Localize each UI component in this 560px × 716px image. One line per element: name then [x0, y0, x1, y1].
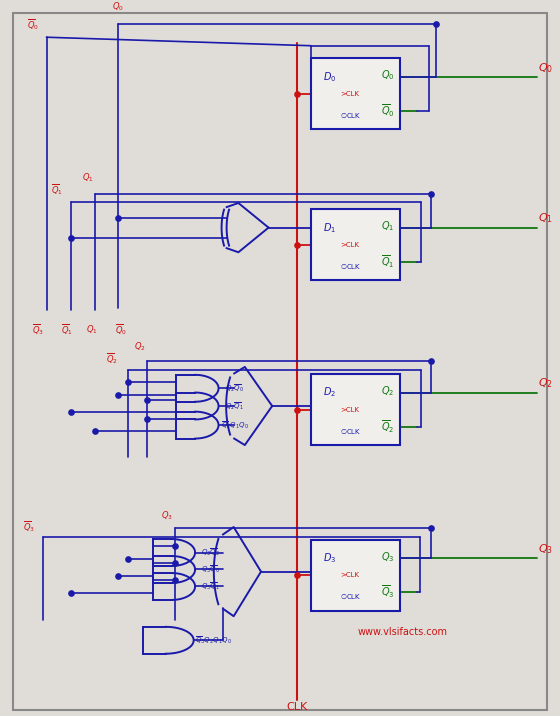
Text: $D_2$: $D_2$ [323, 386, 336, 400]
Text: $Q_3$: $Q_3$ [538, 542, 553, 556]
Text: $Q_2$: $Q_2$ [134, 341, 146, 354]
Text: $Q_3$: $Q_3$ [161, 510, 172, 522]
Text: >CLK: >CLK [340, 572, 359, 578]
Bar [311, 374, 400, 445]
Text: $\overline{Q}_2$: $\overline{Q}_2$ [106, 352, 118, 366]
Text: $Q_0$: $Q_0$ [538, 61, 553, 74]
Text: $Q_2\overline{Q}_0$: $Q_2\overline{Q}_0$ [225, 382, 244, 395]
Text: $\varnothing$CLK: $\varnothing$CLK [340, 426, 361, 436]
Text: $Q_0$: $Q_0$ [381, 69, 394, 82]
Text: $Q_1$: $Q_1$ [82, 172, 94, 184]
Text: $\overline{Q}_0$: $\overline{Q}_0$ [26, 17, 39, 32]
Bar [311, 209, 400, 280]
Text: >CLK: >CLK [340, 241, 359, 248]
Text: $\overline{Q}_3$: $\overline{Q}_3$ [31, 322, 44, 337]
Text: $Q_3\overline{Q}_2$: $Q_3\overline{Q}_2$ [201, 546, 220, 558]
Text: $\overline{Q}_0$: $\overline{Q}_0$ [115, 322, 127, 337]
Text: $Q_0$: $Q_0$ [112, 1, 124, 13]
Text: $Q_2$: $Q_2$ [381, 384, 394, 398]
Text: $\overline{Q}_3$: $\overline{Q}_3$ [23, 520, 35, 534]
Text: $D_3$: $D_3$ [323, 551, 337, 565]
Text: $\overline{Q}_2Q_1Q_0$: $\overline{Q}_2Q_1Q_0$ [221, 419, 249, 431]
Text: $\varnothing$CLK: $\varnothing$CLK [340, 110, 361, 120]
Bar [311, 540, 400, 611]
Text: $Q_3\overline{Q}_0$: $Q_3\overline{Q}_0$ [201, 563, 220, 576]
Text: $Q_2\overline{Q}_1$: $Q_2\overline{Q}_1$ [225, 400, 244, 412]
Text: www.vlsifacts.com: www.vlsifacts.com [358, 626, 448, 637]
Text: $\overline{Q}_3Q_2Q_1Q_0$: $\overline{Q}_3Q_2Q_1Q_0$ [195, 634, 232, 647]
Text: >CLK: >CLK [340, 407, 359, 412]
Text: $Q_1$: $Q_1$ [538, 211, 553, 226]
Text: >CLK: >CLK [340, 91, 359, 97]
Text: $\varnothing$CLK: $\varnothing$CLK [340, 261, 361, 271]
Text: $Q_3$: $Q_3$ [381, 550, 394, 563]
Bar [311, 59, 400, 130]
Text: $Q_1$: $Q_1$ [381, 219, 394, 233]
Text: $\overline{Q}_0$: $\overline{Q}_0$ [381, 102, 394, 119]
Text: $D_1$: $D_1$ [323, 221, 336, 235]
Text: $\overline{Q}_1$: $\overline{Q}_1$ [60, 322, 72, 337]
Text: $\varnothing$CLK: $\varnothing$CLK [340, 591, 361, 601]
Text: $Q_1$: $Q_1$ [86, 324, 97, 336]
Text: $\overline{Q}_2$: $\overline{Q}_2$ [381, 418, 394, 435]
Text: $\overline{Q}_1$: $\overline{Q}_1$ [51, 182, 63, 197]
Text: $\overline{Q}_3$: $\overline{Q}_3$ [381, 584, 394, 600]
Text: $\overline{Q}_1$: $\overline{Q}_1$ [381, 253, 394, 270]
Text: CLK: CLK [286, 702, 307, 712]
Text: $Q_3\overline{Q}_1$: $Q_3\overline{Q}_1$ [201, 581, 220, 592]
Text: $D_0$: $D_0$ [323, 70, 337, 84]
Text: $Q_2$: $Q_2$ [538, 377, 553, 390]
